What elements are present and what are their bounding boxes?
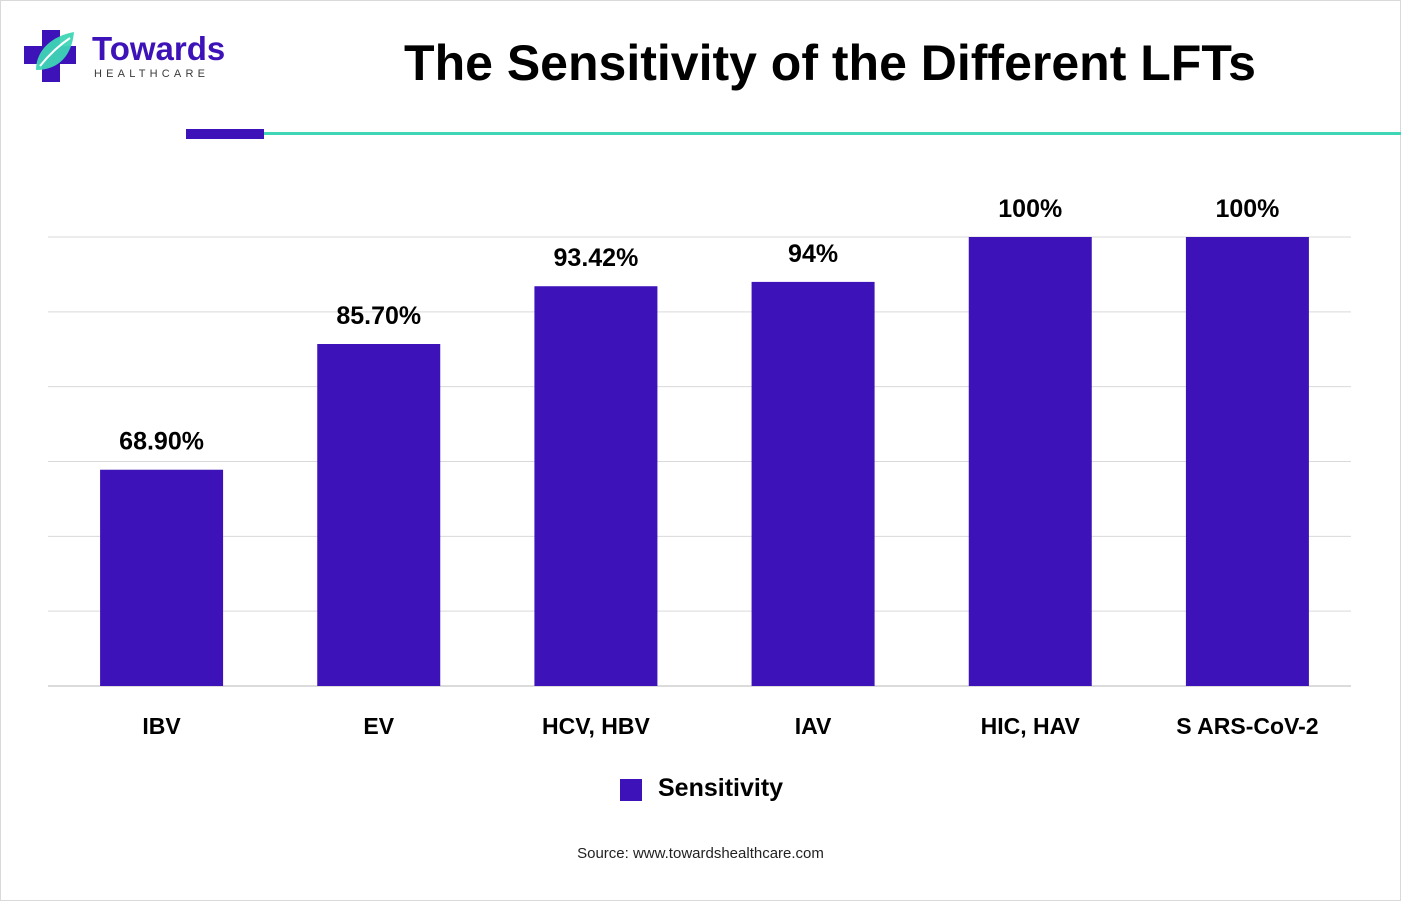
x-tick-label: HIC, HAV (981, 713, 1081, 739)
brand-name: Towards (92, 30, 226, 67)
brand-logo: Towards HEALTHCARE (22, 26, 242, 88)
title-underline (264, 132, 1401, 135)
data-label: 85.70% (336, 302, 421, 330)
data-label: 93.42% (554, 244, 639, 272)
x-tick-label: IBV (142, 713, 181, 739)
x-tick-label: S ARS-CoV-2 (1176, 713, 1318, 739)
data-label: 100% (1215, 195, 1279, 223)
medical-cross-leaf-icon (24, 30, 76, 82)
x-tick-label: HCV, HBV (542, 713, 650, 739)
data-label: 100% (998, 195, 1062, 223)
bar (317, 344, 441, 686)
legend-label: Sensitivity (658, 774, 784, 802)
chart-title: The Sensitivity of the Different LFTs (404, 35, 1256, 91)
bar (1185, 237, 1309, 686)
legend-swatch (620, 779, 642, 801)
bar (968, 237, 1092, 686)
title-underline-accent (186, 129, 264, 139)
bar (751, 281, 875, 686)
brand-tagline: HEALTHCARE (94, 68, 210, 80)
x-tick-label: EV (363, 713, 394, 739)
bar (534, 286, 658, 686)
source-note: Source: www.towardshealthcare.com (577, 845, 824, 862)
data-label: 94% (788, 240, 838, 268)
data-label: 68.90% (119, 428, 204, 456)
x-tick-label: IAV (795, 713, 832, 739)
bar (100, 469, 224, 686)
